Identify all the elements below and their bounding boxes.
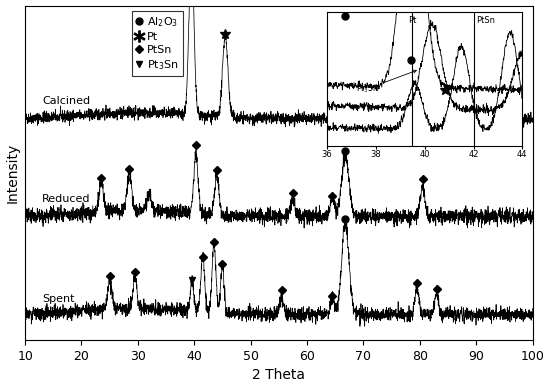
Y-axis label: Intensity: Intensity	[6, 143, 20, 203]
Legend: Al$_2$O$_3$, Pt, PtSn, Pt$_3$Sn: Al$_2$O$_3$, Pt, PtSn, Pt$_3$Sn	[132, 11, 183, 76]
Text: Reduced: Reduced	[42, 194, 91, 204]
Text: Calcined: Calcined	[42, 96, 90, 106]
X-axis label: 2 Theta: 2 Theta	[252, 369, 305, 383]
Text: Spent: Spent	[42, 294, 74, 304]
